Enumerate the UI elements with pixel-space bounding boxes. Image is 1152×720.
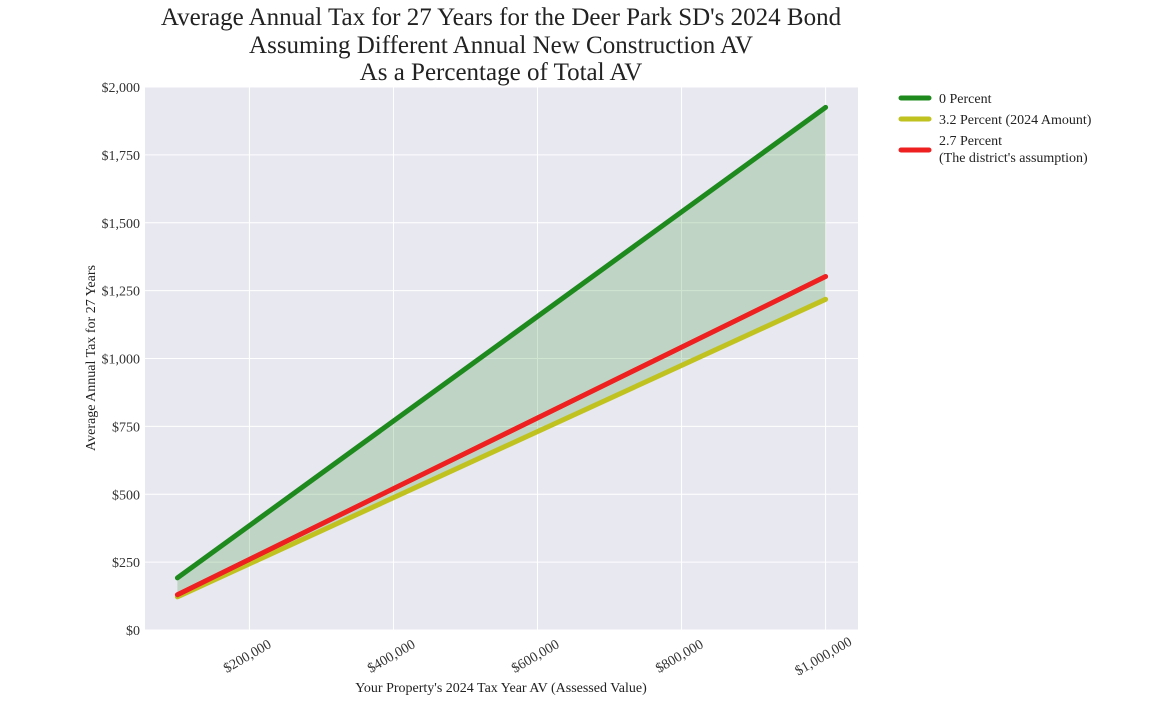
y-tick-label-2: $500 — [112, 488, 140, 503]
legend-label-1: 3.2 Percent (2024 Amount) — [939, 113, 1092, 128]
series-lines — [174, 104, 829, 600]
x-tick-label-1: $400,000 — [365, 637, 418, 676]
y-tick-label-4: $1,000 — [102, 353, 141, 368]
series-line-1 — [174, 296, 829, 600]
legend-label-2-line-2: (The district's assumption) — [939, 151, 1088, 166]
x-tick-label-4: $1,000,000 — [793, 635, 855, 679]
y-tick-label-7: $1,750 — [102, 149, 141, 164]
grid — [145, 86, 858, 631]
y-tick-label-8: $2,000 — [102, 81, 141, 96]
series-line-2 — [174, 274, 829, 598]
y-tick-label-6: $1,500 — [102, 217, 141, 232]
chart-title: Average Annual Tax for 27 Years for the … — [161, 4, 842, 86]
title-line-2: Assuming Different Annual New Constructi… — [249, 32, 753, 59]
y-tick-label-3: $750 — [112, 420, 140, 435]
x-axis-label: Your Property's 2024 Tax Year AV (Assess… — [355, 681, 647, 696]
y-tick-label-1: $250 — [112, 556, 140, 571]
x-tick-label-2: $600,000 — [509, 637, 562, 676]
y-tick-label-0: $0 — [126, 624, 140, 639]
x-tick-label-0: $200,000 — [221, 637, 274, 676]
y-axis-label: Average Annual Tax for 27 Years — [84, 265, 99, 451]
title-line-1: Average Annual Tax for 27 Years for the … — [161, 4, 842, 31]
legend-label-0: 0 Percent — [939, 92, 992, 107]
title-line-3: As a Percentage of Total AV — [360, 59, 643, 86]
x-tick-label-3: $800,000 — [653, 637, 706, 676]
fill-between-area — [177, 107, 826, 597]
legend-label-2: 2.7 Percent — [939, 134, 1002, 149]
series-line-0 — [174, 104, 829, 581]
y-tick-label-5: $1,250 — [102, 285, 141, 300]
legend: 0 Percent 3.2 Percent (2024 Amount) 2.7 Pe… — [898, 92, 1092, 166]
